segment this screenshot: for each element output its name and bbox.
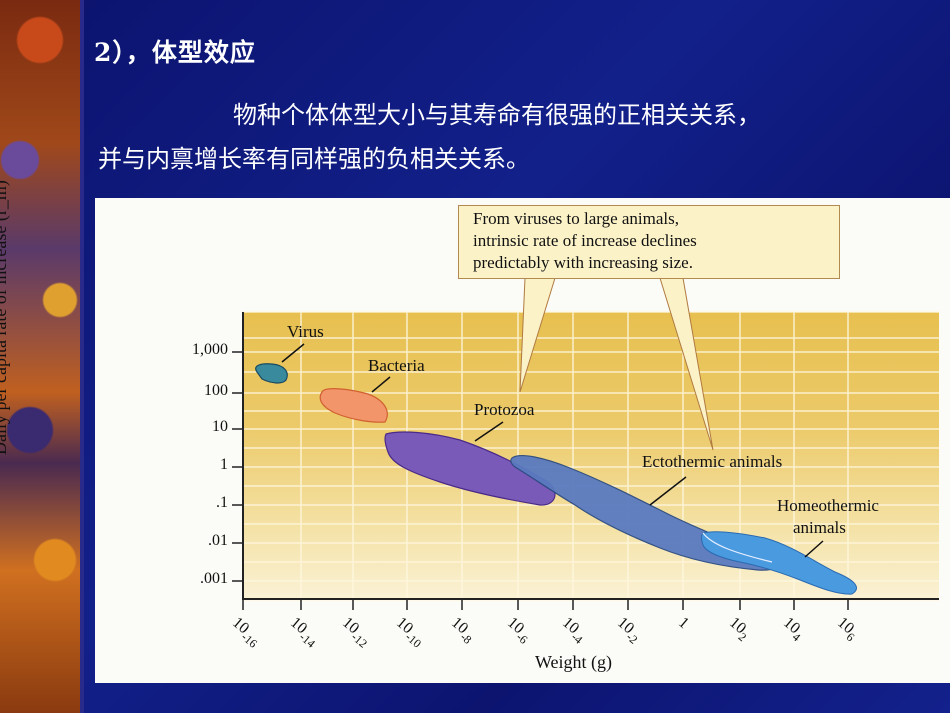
y-tick-label: 1 <box>220 456 228 473</box>
y-tick-label: 1,000 <box>192 341 228 358</box>
label-bacteria: Bacteria <box>368 356 425 375</box>
y-axis-title: Daily per capita rate of increase (r_m) <box>0 180 10 455</box>
x-axis-title: Weight (g) <box>535 652 613 672</box>
y-tick-label: 100 <box>204 382 228 399</box>
callout-line-2: intrinsic rate of increase declines <box>473 231 697 250</box>
slide-title: 2），体型效应 <box>94 38 256 67</box>
y-tick-label: .1 <box>216 494 228 511</box>
body-line-2: 并与内禀增长率有同样强的负相关关系。 <box>98 145 530 173</box>
body-line-1: 物种个体体型大小与其寿命有很强的正相关关系， <box>233 101 761 129</box>
plot-area <box>242 312 939 600</box>
y-ticks <box>232 351 242 582</box>
slide-body: 物种个体体型大小与其寿命有很强的正相关关系， 并与内禀增长率有同样强的负相关关系… <box>98 93 938 181</box>
label-ectothermic: Ectothermic animals <box>642 452 783 471</box>
label-protozoa: Protozoa <box>474 400 535 419</box>
x-ticks <box>242 600 849 610</box>
callout-line-1: From viruses to large animals, <box>473 209 680 228</box>
callout-pointer <box>519 277 714 451</box>
virus-region <box>255 363 288 384</box>
label-homeothermic-1: Homeothermic <box>777 496 879 515</box>
bacteria-region <box>319 388 388 423</box>
homeothermic-region <box>701 531 857 595</box>
label-virus: Virus <box>287 322 324 341</box>
y-tick-label: .01 <box>208 532 228 549</box>
protozoa-region <box>384 431 556 506</box>
y-tick-label: .001 <box>200 570 228 587</box>
label-homeothermic-2: animals <box>793 518 846 537</box>
decorative-gear-strip <box>0 0 84 713</box>
leader-lines <box>281 343 824 558</box>
callout-box: From viruses to large animals, intrinsic… <box>458 205 840 279</box>
callout-line-3: predictably with increasing size. <box>473 253 693 272</box>
grid-lines <box>242 311 939 601</box>
y-tick-label: 10 <box>212 418 228 435</box>
